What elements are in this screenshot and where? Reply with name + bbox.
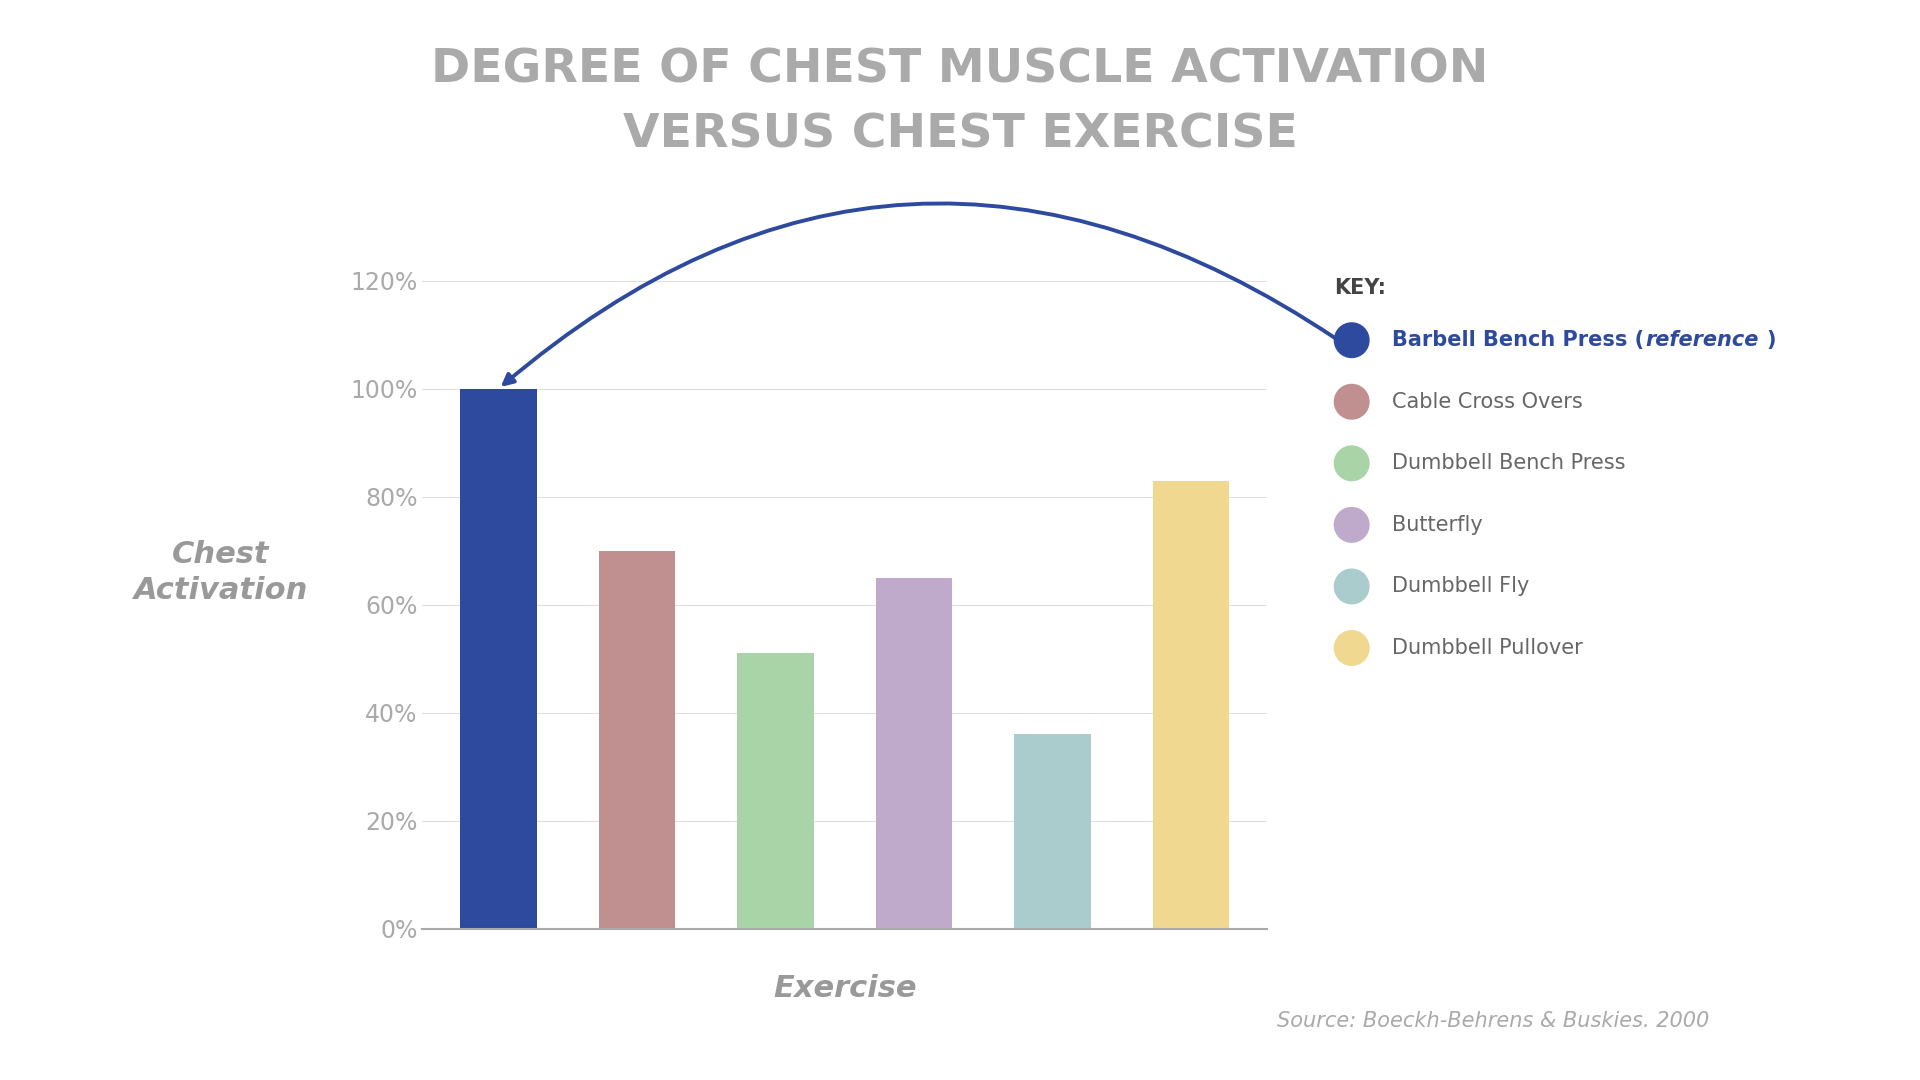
Text: Barbell Bench Press (: Barbell Bench Press ( — [1392, 330, 1644, 350]
Bar — [1014, 734, 1091, 929]
Bar — [461, 389, 538, 929]
Text: Butterfly: Butterfly — [1392, 515, 1482, 535]
Text: VERSUS CHEST EXERCISE: VERSUS CHEST EXERCISE — [622, 112, 1298, 158]
Bar — [1152, 481, 1229, 929]
Bar — [737, 653, 814, 929]
Text: Exercise: Exercise — [774, 974, 916, 1002]
Bar — [599, 551, 676, 929]
Text: Chest
Activation: Chest Activation — [134, 540, 307, 605]
Text: Dumbbell Fly: Dumbbell Fly — [1392, 577, 1530, 596]
Bar — [876, 578, 952, 929]
Text: DEGREE OF CHEST MUSCLE ACTIVATION: DEGREE OF CHEST MUSCLE ACTIVATION — [432, 48, 1488, 93]
Text: Dumbbell Pullover: Dumbbell Pullover — [1392, 638, 1582, 658]
Text: Cable Cross Overs: Cable Cross Overs — [1392, 392, 1582, 411]
Text: Source: Boeckh-Behrens & Buskies. 2000: Source: Boeckh-Behrens & Buskies. 2000 — [1277, 1011, 1709, 1030]
Text: ): ) — [1766, 330, 1776, 350]
Text: Dumbbell Bench Press: Dumbbell Bench Press — [1392, 454, 1626, 473]
Text: KEY:: KEY: — [1334, 279, 1386, 298]
Text: reference: reference — [1645, 330, 1759, 350]
